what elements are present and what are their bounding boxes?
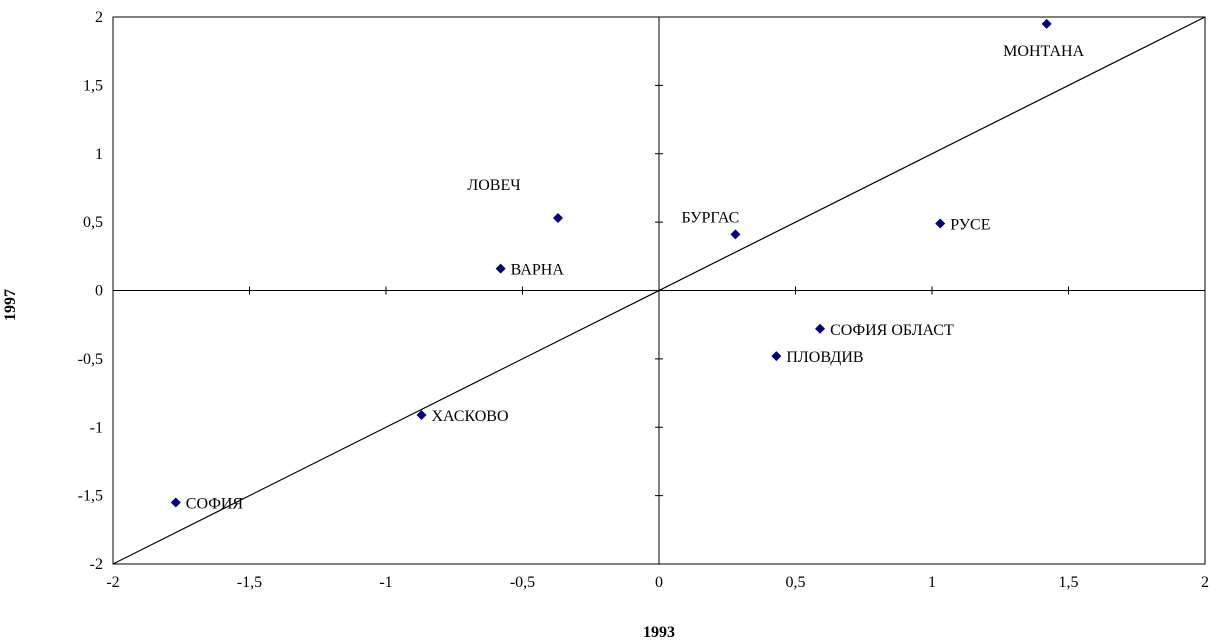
y-tick-label: -0,5 bbox=[78, 351, 103, 368]
point-label: РУСЕ bbox=[950, 216, 990, 233]
point-label: СОФИЯ bbox=[186, 495, 244, 512]
data-point bbox=[170, 497, 181, 508]
x-tick-label: 1,5 bbox=[1059, 574, 1079, 591]
x-tick-label: -1 bbox=[379, 574, 392, 591]
x-tick-label: 0,5 bbox=[786, 574, 806, 591]
y-tick-label: 0 bbox=[95, 283, 103, 300]
y-tick-label: 0,5 bbox=[83, 214, 103, 231]
data-point bbox=[416, 409, 427, 420]
y-tick-label: 1 bbox=[95, 146, 103, 163]
point-label: ХАСКОВО bbox=[431, 408, 508, 425]
y-tick-label: 1,5 bbox=[83, 77, 103, 94]
point-label: БУРГАС bbox=[682, 209, 740, 226]
y-axis-title: 1997 bbox=[2, 289, 19, 321]
x-tick-label: -0,5 bbox=[510, 574, 535, 591]
data-point bbox=[1041, 18, 1052, 29]
point-label: ВАРНА bbox=[511, 262, 565, 279]
x-tick-label: -2 bbox=[106, 574, 119, 591]
y-tick-label: -1,5 bbox=[78, 488, 103, 505]
data-point bbox=[552, 213, 563, 224]
y-tick-label: -2 bbox=[90, 556, 103, 573]
data-marks: МОНТАНА ЛОВЕЧ БУРГАС РУСЕ ВАРНА СОФИЯ ОБЛАСТ П… bbox=[170, 18, 1085, 512]
x-axis-title: 1993 bbox=[643, 624, 675, 641]
point-label: ПЛОВДИВ bbox=[786, 349, 863, 366]
x-tick-label: 1 bbox=[928, 574, 936, 591]
axes bbox=[112, 16, 1206, 565]
point-label: МОНТАНА bbox=[1003, 43, 1084, 60]
point-label: СОФИЯ ОБЛАСТ bbox=[830, 322, 954, 339]
y-tick-label: -1 bbox=[90, 419, 103, 436]
tick-labels: -2 -1,5 -1 -0,5 0 0,5 1 1,5 2 -2 -1,5 -1 -0,5 0 0,5 1 1,… bbox=[78, 9, 1209, 591]
data-point bbox=[935, 218, 946, 229]
data-point bbox=[771, 351, 782, 362]
x-tick-label: -1,5 bbox=[237, 574, 262, 591]
data-point bbox=[730, 229, 741, 240]
y-tick-label: 2 bbox=[95, 9, 103, 26]
data-point bbox=[815, 323, 826, 334]
x-tick-label: 2 bbox=[1201, 574, 1209, 591]
data-point bbox=[495, 263, 506, 274]
x-tick-label: 0 bbox=[655, 574, 663, 591]
point-label: ЛОВЕЧ bbox=[467, 177, 520, 194]
